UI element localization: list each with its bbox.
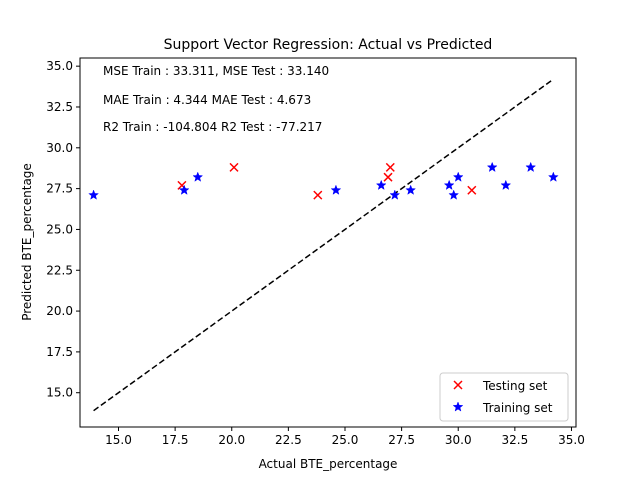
legend-marker-star [452,401,464,412]
legend-marker-training [452,401,464,412]
point-testing [385,162,395,172]
x-tick-label: 27.5 [388,433,415,447]
point-testing [467,185,477,195]
legend: Testing set Training set [439,372,569,422]
y-tick-label: 32.5 [46,100,73,114]
y-tick-label: 17.5 [46,345,73,359]
y-axis-label: Predicted BTE_percentage [20,163,34,321]
chart-title: Support Vector Regression: Actual vs Pre… [164,37,493,53]
point-training [500,179,512,190]
annotation-r2: R2 Train : -104.804 R2 Test : -77.217 [103,120,322,134]
point-training [192,171,204,182]
x-tick-label: 30.0 [445,433,472,447]
x-tick-label: 20.0 [218,433,245,447]
legend-marker-testing [453,380,463,390]
point-training [330,184,342,195]
point-training [452,171,464,182]
reference-line [93,80,552,412]
x-tick-label: 22.5 [275,433,302,447]
axes-frame [79,57,577,428]
x-tick-label: 15.0 [105,433,132,447]
x-tick-label: 35.0 [558,433,585,447]
point-testing [313,190,323,200]
y-tick-label: 35.0 [46,59,73,73]
legend-box [439,372,569,422]
y-tick-label: 25.0 [46,222,73,236]
point-training [389,189,401,200]
x-tick-label: 32.5 [501,433,528,447]
point-training [443,179,455,190]
y-tick-label: 20.0 [46,304,73,318]
point-training [178,184,190,195]
legend-label-testing: Testing set [482,379,548,393]
y-tick-label: 15.0 [46,386,73,400]
legend-marker-x [453,380,463,390]
x-axis: 15.0 17.5 20.0 22.5 25.0 27.5 30.0 32.5 35.0 [105,427,585,447]
y-tick-label: 30.0 [46,141,73,155]
point-training [375,179,387,190]
y-axis: 15.0 17.5 20.0 22.5 25.0 27.5 30.0 32.5 35.0 [46,59,80,400]
x-tick-label: 25.0 [332,433,359,447]
annotation-mae: MAE Train : 4.344 MAE Test : 4.673 [103,93,311,107]
point-training [405,184,417,195]
y-tick-label: 27.5 [46,182,73,196]
point-training [525,161,537,173]
x-tick-label: 17.5 [162,433,189,447]
point-testing [229,162,239,172]
point-training [88,189,100,200]
point-testing [383,172,393,182]
x-axis-label: Actual BTE_percentage [259,457,398,471]
point-training [448,189,460,200]
plot-area [88,80,559,412]
annotation-mse: MSE Train : 33.311, MSE Test : 33.140 [103,64,329,78]
legend-label-training: Training set [482,401,553,415]
point-training [486,161,498,173]
y-tick-label: 22.5 [46,263,73,277]
point-training [547,171,559,182]
